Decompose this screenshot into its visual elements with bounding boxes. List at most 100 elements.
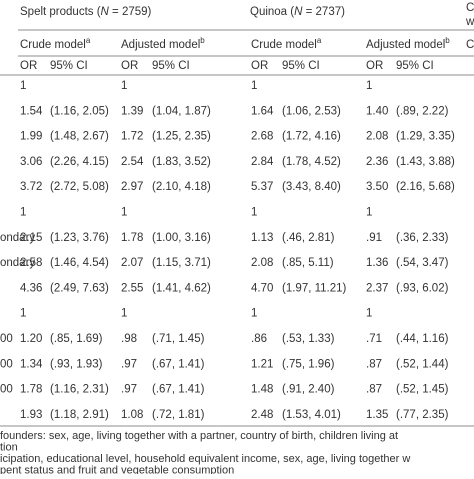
footnote-mark: a [86,36,91,45]
or-cell: 2.97 [121,181,143,193]
ci-cell: (.44, 1.16) [396,333,449,345]
ci-cell: (.53, 1.33) [282,333,335,345]
ci-cell: (1.15, 3.71) [152,257,211,269]
or-cell: 2.48 [251,409,273,421]
footnote: tion [0,441,18,453]
n-symbol: N [294,6,303,18]
or-cell: 1.34 [20,358,43,370]
ci-cell: (.52, 1.44) [396,358,449,370]
or-cell: 2.36 [366,156,388,168]
ci-cell: (.89, 2.22) [396,105,449,117]
ci-cell: (1.00, 3.16) [152,232,211,244]
model-name: Adjusted model [121,39,200,51]
or-cell: 1 [366,308,372,320]
or-cell: 1.54 [20,105,43,117]
ci-cell: (1.46, 4.54) [50,257,109,269]
ci-cell: (1.04, 1.87) [152,105,211,117]
column-header: 95% CI [282,60,320,72]
group-header: Quinoa (N = 2737) [250,6,345,18]
column-header: OR [20,60,37,72]
or-cell: .86 [251,333,267,345]
ci-cell: (.67, 1.41) [152,358,205,370]
or-cell: 1 [121,80,127,92]
or-cell: 2.55 [121,282,143,294]
or-cell: 2.07 [121,257,143,269]
ci-cell: (.85, 5.11) [282,257,334,269]
group-name: Spelt products ( [20,6,101,18]
or-cell: 3.50 [366,181,388,193]
ci-cell: (.77, 2.35) [396,409,449,421]
group-n: = 2759) [109,6,152,18]
or-cell: 4.36 [20,282,42,294]
ci-cell: (1.48, 2.67) [50,131,109,143]
column-header: OR [251,60,268,72]
or-cell: 1.39 [121,105,143,117]
ci-cell: (2.16, 5.68) [396,181,455,193]
row-label: 00 [0,333,13,345]
or-cell: 1 [121,207,127,219]
ci-cell: (.52, 1.45) [396,384,449,396]
ci-cell: (1.97, 11.21) [282,282,347,294]
ci-cell: (1.18, 2.91) [50,409,109,421]
ci-cell: (.54, 3.47) [396,257,449,269]
ci-cell: (.46, 2.81) [282,232,335,244]
or-cell: 2.58 [20,257,42,269]
row-label: 00 [0,358,13,370]
model-name: Adjusted model [366,39,445,51]
model-name: Crude model [251,39,317,51]
or-cell: 3.06 [20,156,42,168]
ci-cell: (.91, 2.40) [282,384,335,396]
row-label: ondary [0,232,35,244]
or-cell: .91 [366,232,382,244]
ci-cell: (.72, 1.81) [152,409,205,421]
n-symbol: N [101,6,110,18]
column-header: 95% CI [396,60,434,72]
or-cell: 1.35 [366,409,388,421]
ci-cell: (1.06, 2.53) [282,105,341,117]
cut-header: C [466,2,474,14]
group-name: Quinoa ( [250,6,294,18]
or-cell: 1.08 [121,409,143,421]
ci-cell: (2.49, 7.63) [50,282,109,294]
or-cell: 1.21 [251,358,273,370]
or-cell: 1 [251,80,257,92]
or-cell: .71 [366,333,382,345]
or-cell: 1 [20,207,26,219]
ci-cell: (2.72, 5.08) [50,181,109,193]
footnote-mark: a [317,36,322,45]
group-n: = 2737) [302,6,345,18]
or-cell: .98 [121,333,137,345]
or-cell: .97 [121,384,137,396]
footnote: founders: sex, age, living together with… [0,430,398,442]
ci-cell: (1.41, 4.62) [152,282,211,294]
ci-cell: (.85, 1.69) [50,333,103,345]
model-header: Crude modela [251,36,322,51]
row-label: 00 [0,384,13,396]
ci-cell: (1.83, 3.52) [152,156,211,168]
or-cell: 1.13 [251,232,273,244]
or-cell: 1 [20,308,26,320]
or-cell: 1 [251,207,257,219]
model-header: Adjusted modelb [121,36,205,51]
group-header: Spelt products (N = 2759) [20,6,152,18]
or-cell: 1.78 [20,384,42,396]
or-cell: 1.78 [121,232,143,244]
or-cell: 2.84 [251,156,274,168]
or-cell: .87 [366,358,382,370]
ci-cell: (.93, 1.93) [50,358,103,370]
or-cell: 2.68 [251,131,273,143]
column-header: OR [366,60,383,72]
ci-cell: (.71, 1.45) [152,333,205,345]
or-cell: 2.54 [121,156,144,168]
ci-cell: (.67, 1.41) [152,384,205,396]
footnote: icipation, educational level, household … [0,453,410,465]
or-cell: 2.08 [251,257,273,269]
or-cell: .87 [366,384,382,396]
column-header: OR [121,60,138,72]
ci-cell: (3.43, 8.40) [282,181,341,193]
cut-header: C [466,39,474,51]
or-cell: 4.70 [251,282,273,294]
ci-cell: (1.16, 2.05) [50,105,109,117]
footnote-mark: b [200,36,205,45]
